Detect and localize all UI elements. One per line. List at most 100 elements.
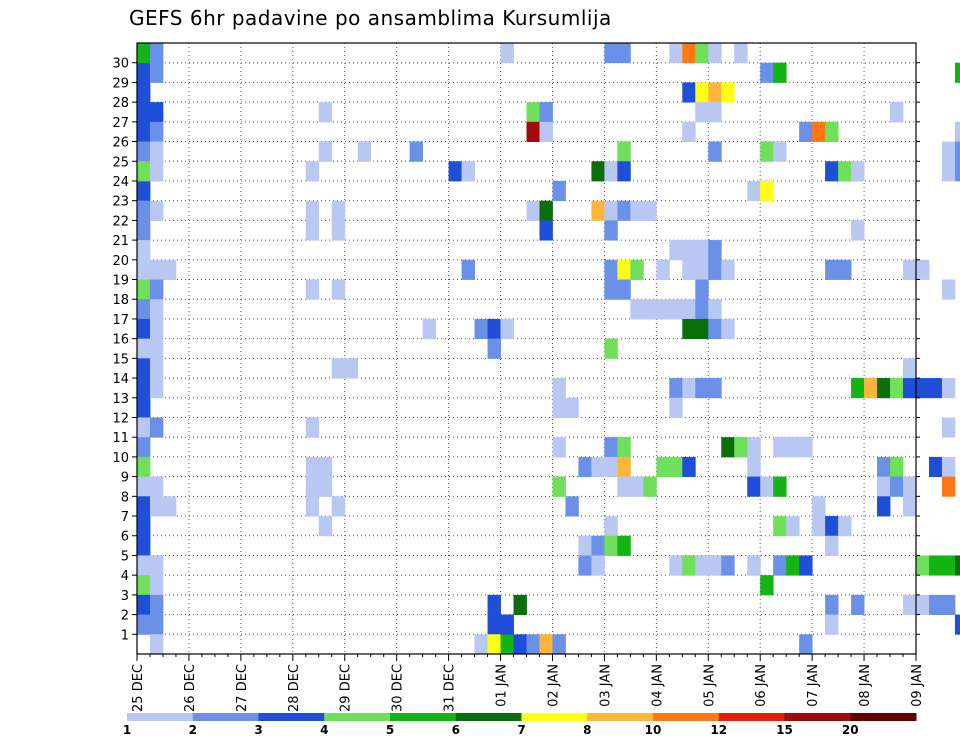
precip-cell [500,43,514,64]
precip-cell [137,200,151,221]
precip-cell [137,240,151,261]
y-tick-label: 6 [121,530,129,545]
precip-cell [682,259,696,280]
precip-cell [708,299,722,320]
precip-cell [331,279,346,300]
precip-cell [513,594,527,615]
precip-cell [331,220,346,241]
colorbar-label: 4 [320,723,328,737]
precip-cell [149,102,164,123]
precip-cell [669,456,683,478]
precip-cell [137,575,151,596]
precip-cell [305,476,320,497]
precip-cell [617,200,631,221]
precip-cell [708,259,722,280]
precip-cell [695,259,709,280]
precip-cell [137,141,151,162]
precip-cell [604,161,618,182]
y-tick-label: 9 [121,471,129,486]
precip-cell [500,318,514,340]
precip-cell [825,161,839,182]
precip-cell [149,634,164,655]
colorbar-label: 12 [710,723,727,737]
x-tick-label: 27 DEC [235,664,250,712]
precip-cell [954,121,960,142]
precip-cell [137,614,151,635]
precip-cell [526,634,540,655]
precip-cell [903,476,917,497]
precip-cell [162,259,177,280]
precip-cell [149,318,164,340]
precip-cell [954,141,960,162]
precip-cell [539,200,553,221]
precip-cell [682,318,696,340]
precip-cell [552,397,566,418]
precip-cell [137,397,151,418]
precip-cell [773,476,787,497]
precip-cell [137,338,151,359]
colorbar-swatch [390,713,457,721]
precip-cell [617,259,631,280]
precip-cell [578,555,592,576]
colorbar-label: 1 [123,723,131,737]
precip-cell [630,259,644,280]
precip-cell [318,456,333,478]
colorbar-swatch [127,713,194,721]
precip-cell [149,43,164,64]
precip-cell [799,634,813,655]
precip-cell [137,496,151,517]
precip-cell [617,279,631,300]
precip-cell [773,141,787,162]
precip-cell [149,476,164,497]
precip-cell [137,180,151,202]
precip-cell [941,378,956,399]
x-tick-label: 09 JAN [910,664,925,707]
precip-cell [890,378,904,399]
precip-cell [591,161,605,182]
colorbar-label: 8 [583,723,591,737]
precip-cell [695,378,709,399]
precip-cell [487,594,501,615]
precip-cell [552,476,566,497]
precip-cell [825,259,839,280]
precip-cell [526,102,540,123]
precip-cell [941,141,956,162]
precip-cell [137,535,151,556]
precip-cell [149,555,164,576]
precip-cell [903,378,917,399]
precip-cell [137,299,151,320]
y-tick-label: 14 [112,372,129,387]
precip-cell [137,259,151,280]
precip-cell [604,200,618,221]
precip-cell [591,200,605,221]
colorbar-label: 20 [842,723,859,737]
precip-cell [695,555,709,576]
colorbar-swatch [587,713,654,721]
precip-cell [149,279,164,300]
precip-cell [474,318,488,340]
precip-cell [708,240,722,261]
precip-cell [851,161,865,182]
colorbar-label: 3 [254,723,262,737]
precip-cell [162,496,177,517]
precip-cell [591,535,605,556]
precip-cell [604,338,618,359]
precip-cell [916,378,930,399]
precip-cell [331,496,346,517]
precip-cell [591,456,605,478]
precip-cell [799,437,813,458]
precip-cell [682,456,696,478]
precip-cell [695,318,709,340]
precip-cell [682,240,696,261]
precip-cell [669,43,683,64]
precip-cell [539,102,553,123]
y-tick-label: 7 [121,510,129,525]
y-tick-label: 15 [112,352,129,367]
precip-cell [149,575,164,596]
x-tick-label: 01 JAN [495,664,510,707]
colorbar-swatch [455,713,522,721]
colorbar-swatch [324,713,391,721]
precip-cell [617,476,631,497]
y-tick-label: 29 [112,76,129,91]
x-tick-label: 25 DEC [131,664,146,712]
